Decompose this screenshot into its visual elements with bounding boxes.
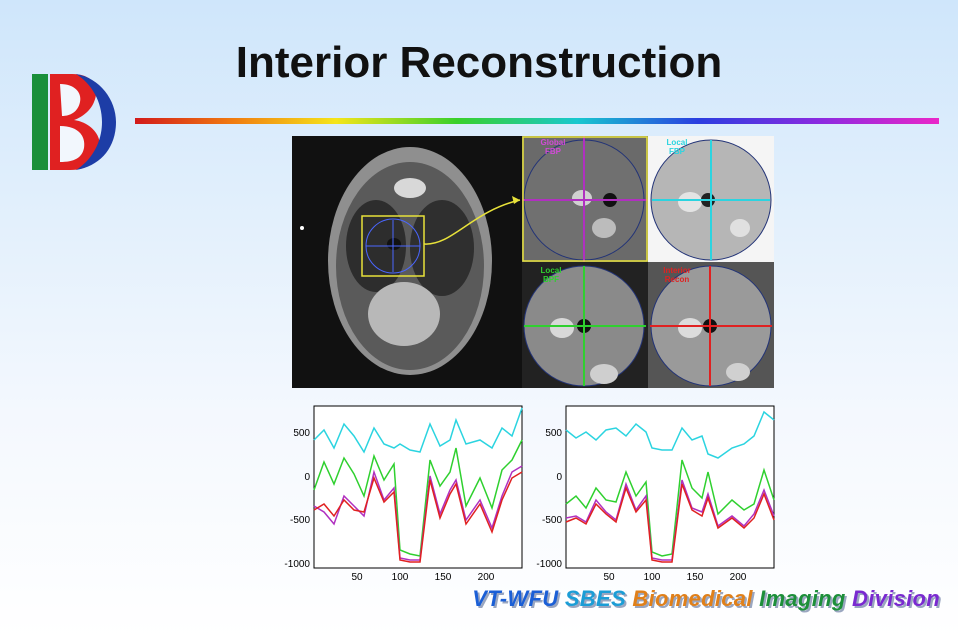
xtick-100: 100 (644, 572, 661, 583)
ytick-minus-500: -500 (542, 515, 562, 526)
xtick-150: 150 (435, 572, 452, 583)
label-local-bpf: Local BPF (540, 266, 562, 284)
xtick-50: 50 (603, 572, 615, 583)
series-magenta (565, 479, 775, 561)
series-cyan (565, 410, 775, 459)
xtick-100: 100 (392, 572, 409, 583)
ytick-0: 0 (304, 472, 310, 483)
bd-logo (32, 74, 116, 170)
footer-word: Biomedical (632, 586, 753, 611)
series-red (313, 471, 523, 563)
series-red (565, 483, 775, 563)
local-bpf-panel (522, 262, 648, 388)
series-green (313, 439, 523, 557)
ytick-minus-1000: -1000 (284, 559, 310, 570)
xtick-200: 200 (730, 572, 747, 583)
ytick-minus-1000: -1000 (536, 559, 562, 570)
footer-word: Imaging (759, 586, 846, 611)
footer-word: VT-WFU (472, 586, 559, 611)
rainbow-divider (135, 118, 939, 124)
profile-plot-left: 500 0 -500 -1000 50 100 150 200 (284, 405, 523, 583)
xtick-200: 200 (478, 572, 495, 583)
profile-plot-right: 500 0 -500 -1000 50 100 150 200 (536, 405, 775, 583)
slide-title: Interior Reconstruction (235, 38, 723, 87)
footer-division-name: VT-WFU SBES Biomedical Imaging Division (472, 586, 940, 612)
label-local-fbp: Local FBP (666, 138, 688, 156)
ytick-0: 0 (556, 472, 562, 483)
ytick-minus-500: -500 (290, 515, 310, 526)
series-green (565, 459, 775, 557)
series-cyan (313, 407, 523, 454)
xtick-150: 150 (687, 572, 704, 583)
label-global-fbp: Global FBP (540, 138, 566, 156)
ytick-500: 500 (293, 428, 310, 439)
footer-word: SBES (564, 586, 626, 611)
ytick-500: 500 (545, 428, 562, 439)
interior-recon-panel (648, 262, 774, 388)
series-magenta (313, 465, 523, 561)
label-interior-recon: Interior Recon (663, 266, 691, 284)
global-fbp-panel (522, 136, 648, 262)
ct-axial-image (292, 136, 522, 388)
xtick-50: 50 (351, 572, 363, 583)
local-fbp-panel (648, 136, 774, 262)
footer-word: Division (852, 586, 940, 611)
